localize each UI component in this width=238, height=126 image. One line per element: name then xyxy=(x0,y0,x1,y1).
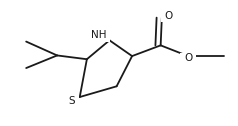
Bar xyxy=(64,96,79,106)
Text: O: O xyxy=(165,11,173,21)
Text: S: S xyxy=(68,96,75,106)
Text: NH: NH xyxy=(91,30,107,40)
Bar xyxy=(180,53,196,63)
Text: O: O xyxy=(184,53,192,63)
Bar xyxy=(161,11,177,22)
Bar xyxy=(88,29,110,42)
